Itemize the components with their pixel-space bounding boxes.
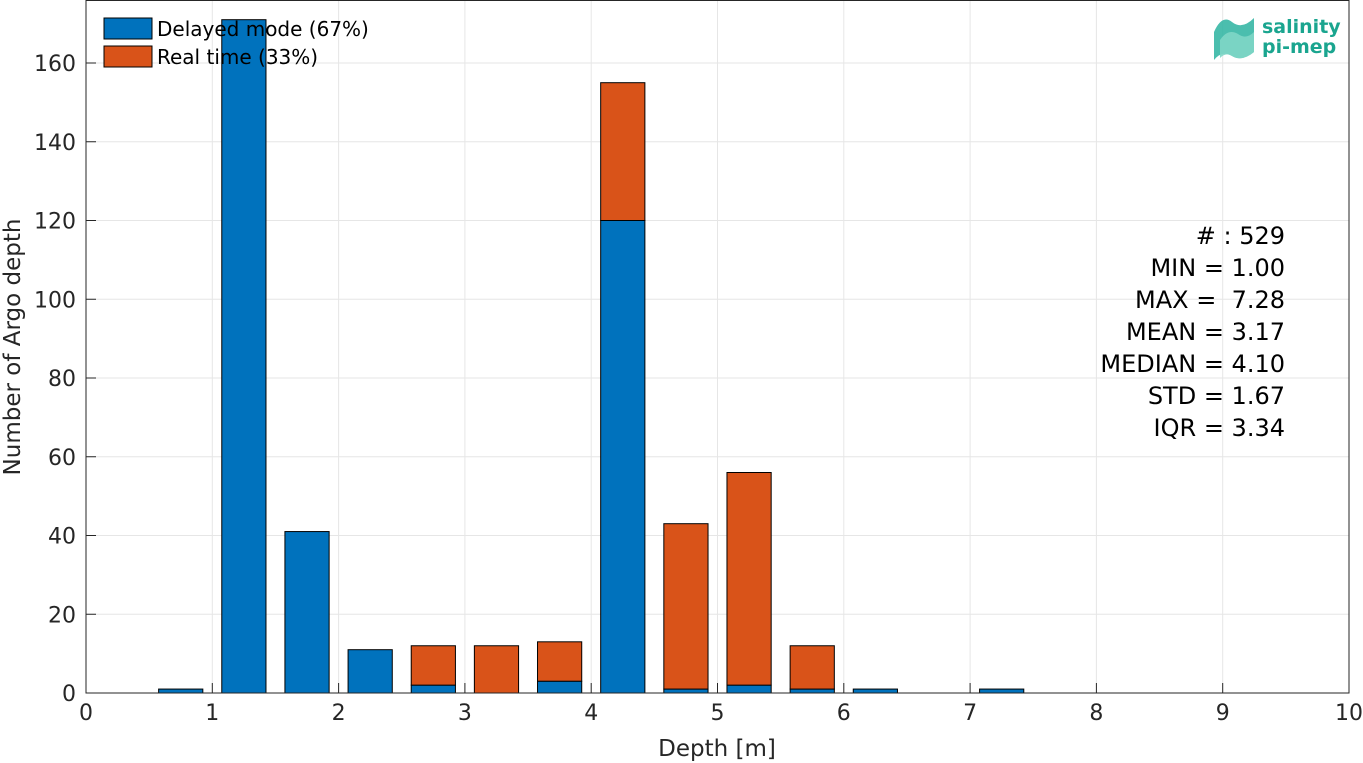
bar-real-time <box>726 472 772 686</box>
bars <box>158 19 1025 694</box>
salinity-pimep-logo: salinity pi-mep <box>1214 16 1341 60</box>
x-tick-label: 9 <box>1216 701 1230 726</box>
stat-min: MIN = 1.00 <box>1150 254 1285 282</box>
bar-delayed-mode <box>663 688 709 694</box>
statistics-box: # : 529 MIN = 1.00 MAX = 7.28 MEAN = 3.1… <box>1100 222 1285 442</box>
legend-swatch-realtime <box>103 45 153 68</box>
stat-count: # : 529 <box>1196 222 1285 250</box>
bar-real-time <box>600 82 646 221</box>
x-tick-label: 7 <box>963 701 977 726</box>
x-tick-label: 4 <box>584 701 598 726</box>
x-tick-label: 8 <box>1089 701 1103 726</box>
logo-text-salinity: salinity <box>1262 16 1341 38</box>
y-tick-label: 80 <box>48 367 76 392</box>
legend-swatch-delayed <box>103 17 153 40</box>
y-tick-label: 60 <box>48 446 76 471</box>
stat-std: STD = 1.67 <box>1148 382 1285 410</box>
logo-wave-icon-shade <box>1220 32 1254 59</box>
bar-real-time <box>410 645 456 686</box>
bar-delayed-mode <box>221 19 267 694</box>
y-tick-label: 160 <box>34 52 76 77</box>
bar-real-time <box>789 645 835 690</box>
x-tick-label: 3 <box>458 701 472 726</box>
bar-delayed-mode <box>158 688 204 694</box>
bar-delayed-mode <box>979 688 1025 694</box>
bar-delayed-mode <box>410 684 456 694</box>
bar-delayed-mode <box>347 649 393 694</box>
x-tick-label: 2 <box>332 701 346 726</box>
stat-iqr: IQR = 3.34 <box>1154 414 1285 442</box>
logo-text-pimep: pi-mep <box>1262 36 1336 58</box>
bar-delayed-mode <box>789 688 835 694</box>
bar-real-time <box>473 645 520 694</box>
x-axis-label: Depth [m] <box>658 736 776 762</box>
stat-max: MAX = 7.28 <box>1135 286 1285 314</box>
bar-delayed-mode <box>537 680 583 694</box>
bar-delayed-mode <box>726 684 772 694</box>
legend-label-realtime: Real time (33%) <box>157 45 318 69</box>
y-tick-label: 140 <box>34 131 76 156</box>
bar-real-time <box>537 641 583 682</box>
x-tick-label: 6 <box>837 701 851 726</box>
y-axis-ticks: 0 20 40 60 80 100 120 140 160 <box>34 52 96 707</box>
x-tick-label: 0 <box>79 701 93 726</box>
legend-label-delayed: Delayed mode (67%) <box>157 17 369 41</box>
y-tick-label: 100 <box>34 288 76 313</box>
bar-delayed-mode <box>852 688 898 694</box>
stat-median: MEDIAN = 4.10 <box>1100 350 1285 378</box>
y-tick-label: 40 <box>48 525 76 550</box>
y-tick-label: 0 <box>62 682 76 707</box>
stat-mean: MEAN = 3.17 <box>1126 318 1285 346</box>
bar-delayed-mode <box>284 531 330 694</box>
legend: Delayed mode (67%) Real time (33%) <box>103 17 369 69</box>
bar-delayed-mode <box>600 220 646 694</box>
y-tick-label: 120 <box>34 210 76 235</box>
y-axis-label: Number of Argo depth <box>0 219 26 476</box>
y-tick-label: 20 <box>48 603 76 628</box>
x-tick-label: 5 <box>711 701 725 726</box>
x-axis-ticks: 0 1 2 3 4 5 6 7 8 9 10 <box>79 683 1363 726</box>
x-tick-label: 1 <box>205 701 219 726</box>
x-tick-label: 10 <box>1335 701 1363 726</box>
bar-real-time <box>663 523 709 690</box>
